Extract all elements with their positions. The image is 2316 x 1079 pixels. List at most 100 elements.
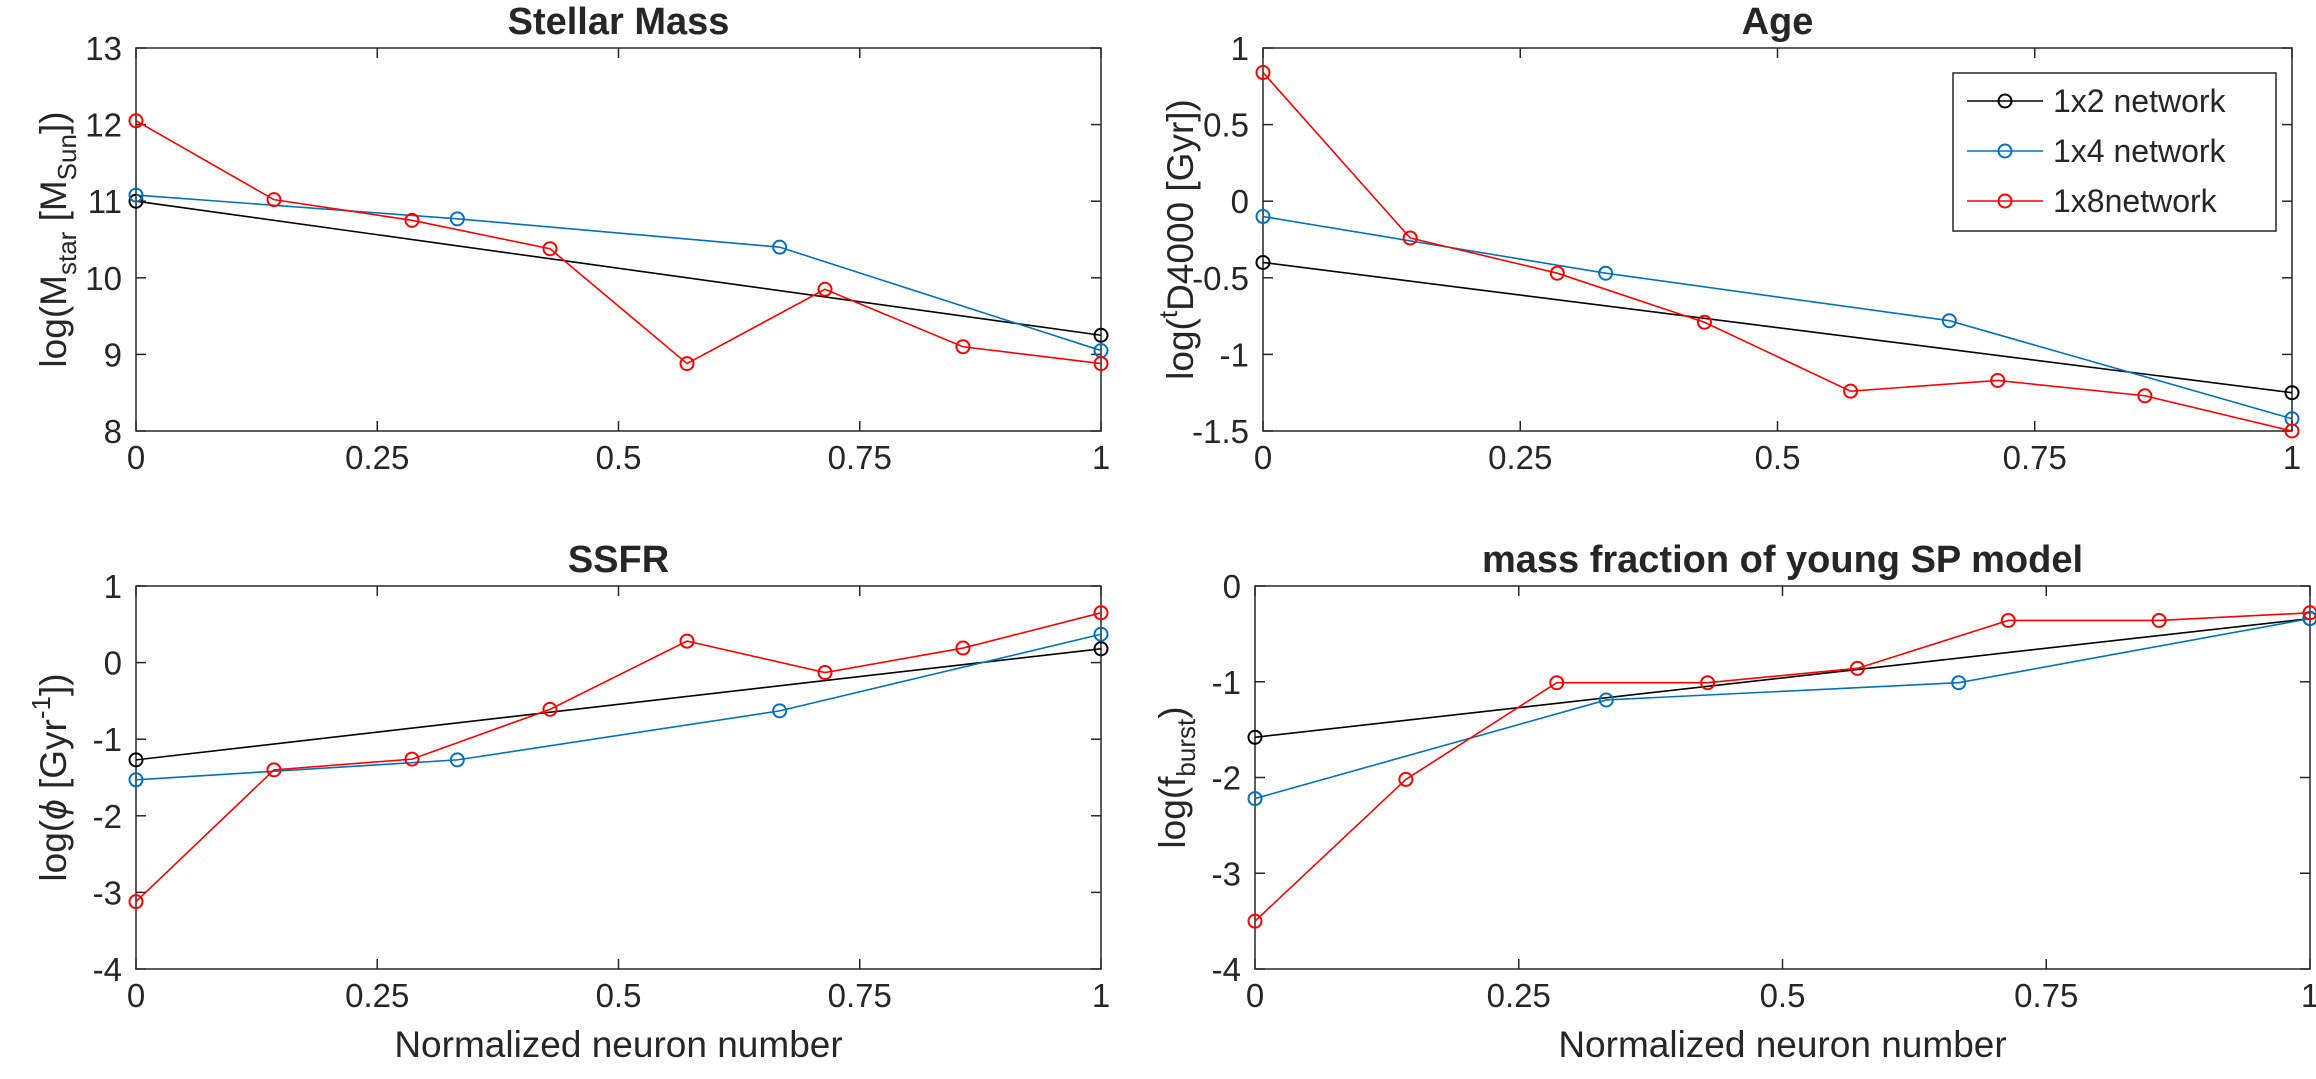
data-point [128,193,144,209]
data-point [1941,313,1957,329]
x-tick-label: 1 [2283,439,2301,476]
x-tick-label: 1 [1092,977,1110,1014]
data-point [679,633,695,649]
legend-marker [1997,193,2013,209]
x-tick-label: 0.75 [828,439,892,476]
x-tick-label: 0 [1254,439,1272,476]
data-point [2284,385,2300,401]
data-point [449,211,465,227]
y-tick-label: 1 [1231,30,1249,67]
data-point [1598,265,1614,281]
data-point [955,339,971,355]
series-line-2 [1262,215,2293,420]
data-point [2302,605,2316,621]
y-tick-label: 13 [85,30,122,67]
x-tick-label: 0 [127,977,145,1014]
data-point [1398,771,1414,787]
y-tick-label: -4 [1212,951,1241,988]
data-point [2137,388,2153,404]
series-line-3 [135,120,1102,365]
data-point [1849,660,1865,676]
x-tick-label: 1 [2301,977,2316,1014]
data-point [817,281,833,297]
data-point [679,356,695,372]
legend-marker [1997,143,2013,159]
y-tick-label: 11 [88,183,122,220]
data-point [1255,254,1271,270]
y-tick-label: 10 [85,260,122,297]
series-line-1 [1254,617,2311,739]
x-tick-label: 0.75 [2014,977,2078,1014]
data-point [1696,314,1712,330]
series-line-2 [1254,617,2311,800]
data-point [1247,729,1263,745]
chart-title: Age [1742,1,1814,43]
data-point [1990,372,2006,388]
x-axis-label: Normalized neuron number [1558,1024,2006,1065]
y-tick-label: -0.5 [1192,260,1249,297]
data-point [1255,65,1271,81]
x-axis-label: Normalized neuron number [394,1024,842,1065]
legend-label: 1x4 network [2053,133,2227,169]
y-axis-label: log(Mstar [MSun]) [33,111,82,367]
data-point [266,762,282,778]
legend-marker [1997,93,2013,109]
series-line-3 [1254,612,2311,922]
y-tick-label: -2 [1212,760,1241,797]
y-tick-label: 9 [104,336,122,373]
series-line-3 [135,612,1102,903]
data-point [542,241,558,257]
series-line-1 [1262,261,2293,394]
data-point [1255,209,1271,225]
y-tick-label: -1 [1220,336,1249,373]
data-point [449,752,465,768]
y-tick-label: -2 [93,798,122,835]
subplot-3: 0 0.25 0.5 0.75 1 -4 -3 -2 -1 0 1 SSFR Normalized ne… [26,539,1110,1065]
chart-title: mass fraction of young SP model [1482,539,2083,581]
chart-title: Stellar Mass [508,1,730,43]
y-tick-label: -1 [93,721,122,758]
data-point [128,752,144,768]
data-point [1598,692,1614,708]
axes-box [1254,585,2311,970]
x-tick-label: 1 [1092,439,1110,476]
y-axis-label: log(tD4000 [Gyr]) [1153,99,1201,380]
data-point [2284,423,2300,439]
y-tick-label: 0.5 [1203,107,1249,144]
legend-label: 1x2 network [2053,83,2227,119]
series-line-2 [135,633,1102,781]
x-tick-label: 0.25 [1488,439,1552,476]
x-tick-label: 0.5 [596,439,642,476]
data-point [404,751,420,767]
data-point [1951,675,1967,691]
x-tick-label: 0.75 [2003,439,2067,476]
data-point [128,113,144,129]
data-point [1843,383,1859,399]
data-point [128,894,144,910]
y-tick-label: -1 [1212,664,1241,701]
data-point [1093,641,1109,657]
x-tick-label: 0.5 [1755,439,1801,476]
x-tick-label: 0.25 [345,439,409,476]
data-point [1093,605,1109,621]
data-point [817,665,833,681]
data-point [772,703,788,719]
data-point [1093,356,1109,372]
data-point [955,640,971,656]
data-point [1402,230,1418,246]
legend: 1x2 network 1x4 network 1x8network [1952,72,2277,232]
y-tick-label: 0 [104,645,122,682]
data-point [128,187,144,203]
y-tick-label: -3 [1212,855,1241,892]
data-point [1247,791,1263,807]
data-point [1700,675,1716,691]
data-point [1549,675,1565,691]
data-point [2151,612,2167,628]
y-tick-label: -1.5 [1192,413,1249,450]
series-line-3 [1262,71,2293,432]
x-tick-label: 0 [127,439,145,476]
data-point [266,192,282,208]
x-tick-label: 0.25 [345,977,409,1014]
subplot-1: 0 0.25 0.5 0.75 1 8 9 10 11 12 13 Stellar Mass log(M… [33,1,1110,476]
x-tick-label: 0.75 [828,977,892,1014]
